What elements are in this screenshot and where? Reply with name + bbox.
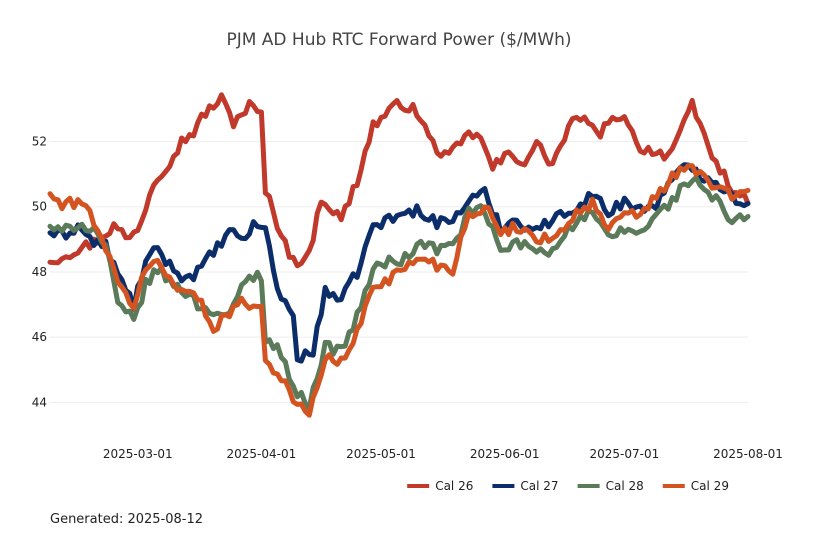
- y-tick-label: 44: [32, 395, 47, 409]
- legend-label: Cal 29: [691, 479, 729, 493]
- chart-title: PJM AD Hub RTC Forward Power ($/MWh): [226, 30, 571, 50]
- x-tick-label: 2025-07-01: [589, 447, 659, 461]
- y-tick-label: 46: [32, 330, 47, 344]
- series-line-cal-28: [47, 175, 751, 411]
- legend-label: Cal 26: [435, 479, 473, 493]
- x-tick-label: 2025-04-01: [227, 447, 297, 461]
- x-tick-label: 2025-06-01: [470, 447, 540, 461]
- y-tick-label: 50: [32, 200, 47, 214]
- x-axis: 2025-03-01 2025-04-01 2025-05-01 2025-06-01…: [103, 447, 783, 461]
- series-line-cal-26: [47, 92, 751, 269]
- series-lines: [47, 92, 751, 418]
- legend: Cal 26 Cal 27 Cal 28 Cal 29: [407, 479, 729, 493]
- y-tick-label: 52: [32, 135, 47, 149]
- legend-label: Cal 28: [606, 479, 644, 493]
- x-tick-label: 2025-03-01: [103, 447, 173, 461]
- legend-label: Cal 27: [520, 479, 558, 493]
- series-line-cal-29: [47, 163, 751, 418]
- y-axis: 44 46 48 50 52: [32, 135, 47, 410]
- generated-footer: Generated: 2025-08-12: [50, 512, 204, 527]
- y-tick-label: 48: [32, 265, 47, 279]
- x-tick-label: 2025-05-01: [346, 447, 416, 461]
- x-tick-label: 2025-08-01: [713, 447, 783, 461]
